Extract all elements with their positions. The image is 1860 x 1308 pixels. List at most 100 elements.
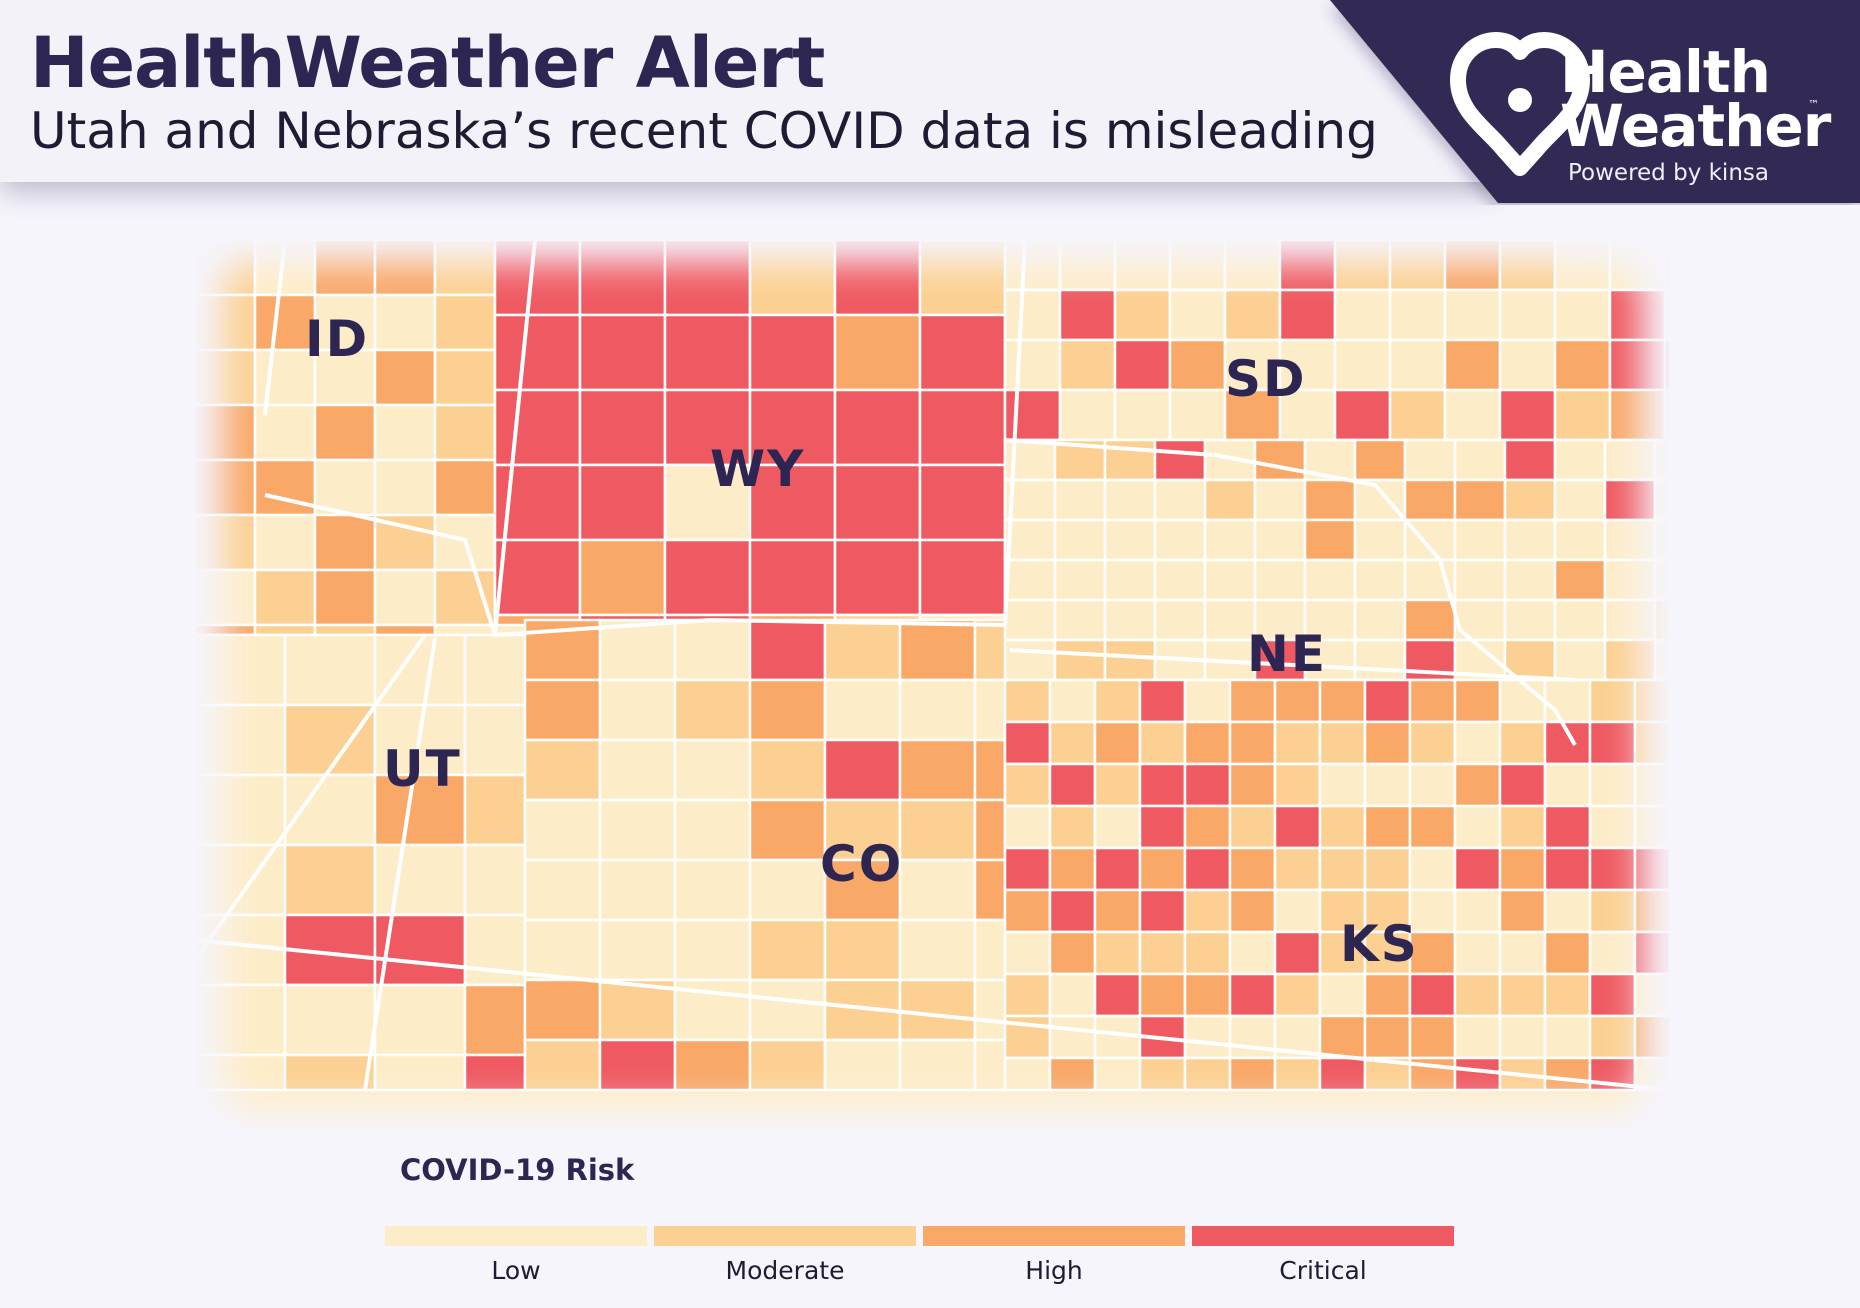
county-cell <box>1553 338 1612 392</box>
county-cell <box>463 703 527 777</box>
county-cell <box>433 293 497 352</box>
county-cell <box>1663 240 1670 292</box>
state-borders <box>195 240 1670 1092</box>
county-cell <box>1588 930 1637 976</box>
county-cell <box>578 388 667 467</box>
county-cell <box>898 918 977 982</box>
county-cell <box>1003 338 1062 392</box>
county-cell <box>1223 388 1282 442</box>
county-cell <box>1273 804 1322 850</box>
county-cell <box>598 798 677 862</box>
county-cell <box>1388 338 1447 392</box>
county-cell <box>523 858 602 922</box>
county-cell <box>663 313 752 392</box>
brand-name-line1: Health <box>1560 38 1771 106</box>
county-cell <box>463 633 527 707</box>
county-cell <box>673 918 752 982</box>
county-cell <box>1103 598 1157 642</box>
county-cell <box>1608 388 1667 442</box>
county-cell <box>1048 804 1097 850</box>
county-cell <box>1403 478 1457 522</box>
county-cell <box>1498 1014 1547 1060</box>
county-cell <box>1223 288 1282 342</box>
county-cell <box>1363 888 1412 934</box>
county-cell <box>1048 678 1097 724</box>
county-cell <box>1203 518 1257 562</box>
county-cell <box>1113 240 1172 292</box>
county-cell <box>823 918 902 982</box>
county-cell <box>1093 972 1142 1018</box>
county-cell <box>1093 930 1142 976</box>
county-cell <box>973 1038 1007 1092</box>
county-cell <box>1608 288 1667 342</box>
county-grid <box>195 240 1670 1092</box>
county-cell <box>1048 1056 1097 1092</box>
county-cell <box>1633 972 1670 1018</box>
county-cell <box>195 633 287 707</box>
county-cell <box>1553 558 1607 602</box>
county-cell <box>373 983 467 1057</box>
county-cell <box>433 240 497 297</box>
county-cell <box>195 703 287 777</box>
state-label-id: ID <box>305 310 370 368</box>
county-cell <box>598 858 677 922</box>
county-cell <box>1498 678 1547 724</box>
county-cell <box>1318 1014 1367 1060</box>
county-cell <box>1603 518 1657 562</box>
county-cell <box>973 918 1007 982</box>
state-label-co: CO <box>820 835 904 893</box>
county-cell <box>195 1053 287 1092</box>
county-cell <box>823 738 902 802</box>
county-cell <box>1633 804 1670 850</box>
county-cell <box>833 463 922 542</box>
county-cell <box>748 978 827 1042</box>
county-cell <box>1228 888 1277 934</box>
legend-swatch-high <box>923 1226 1185 1246</box>
county-cell <box>578 240 667 317</box>
county-cell <box>253 623 317 637</box>
county-cell <box>598 1038 677 1092</box>
county-cell <box>1633 720 1670 766</box>
county-cell <box>673 1038 752 1092</box>
county-cell <box>898 738 977 802</box>
county-cell <box>1273 762 1322 808</box>
county-cell <box>1113 288 1172 342</box>
county-cell <box>1003 888 1052 934</box>
county-cell <box>1228 762 1277 808</box>
county-cell <box>918 538 1007 617</box>
county-cell <box>1003 1056 1052 1092</box>
county-cell <box>1318 762 1367 808</box>
county-cell <box>1498 972 1547 1018</box>
county-cell <box>973 978 1007 1042</box>
county-cell <box>748 858 827 922</box>
powered-by-text: Powered by kinsa <box>1568 160 1769 186</box>
county-cell <box>673 858 752 922</box>
county-cell <box>1303 478 1357 522</box>
county-cell <box>1498 888 1547 934</box>
county-cell <box>1303 518 1357 562</box>
county-cell <box>1183 972 1232 1018</box>
county-cell <box>1183 720 1232 766</box>
county-cell <box>463 843 527 917</box>
county-cell <box>195 513 257 572</box>
county-cell <box>313 623 377 637</box>
county-cell <box>1138 804 1187 850</box>
brand-panel <box>1330 0 1860 203</box>
county-cell <box>1053 638 1107 682</box>
county-cell <box>1653 558 1670 602</box>
county-cell <box>1318 972 1367 1018</box>
county-cell <box>1228 720 1277 766</box>
county-cell <box>1053 598 1107 642</box>
county-cell <box>748 618 827 682</box>
county-cell <box>673 618 752 682</box>
county-cell <box>1498 240 1557 292</box>
county-cell <box>1093 678 1142 724</box>
county-cell <box>195 983 287 1057</box>
county-cell <box>1058 388 1117 442</box>
county-cell <box>1333 388 1392 442</box>
county-cell <box>1663 288 1670 342</box>
county-cell <box>1453 438 1507 482</box>
county-cell <box>1353 478 1407 522</box>
county-cell <box>1453 972 1502 1018</box>
covid-risk-map: ID WY SD NE UT CO KS <box>195 240 1670 1130</box>
